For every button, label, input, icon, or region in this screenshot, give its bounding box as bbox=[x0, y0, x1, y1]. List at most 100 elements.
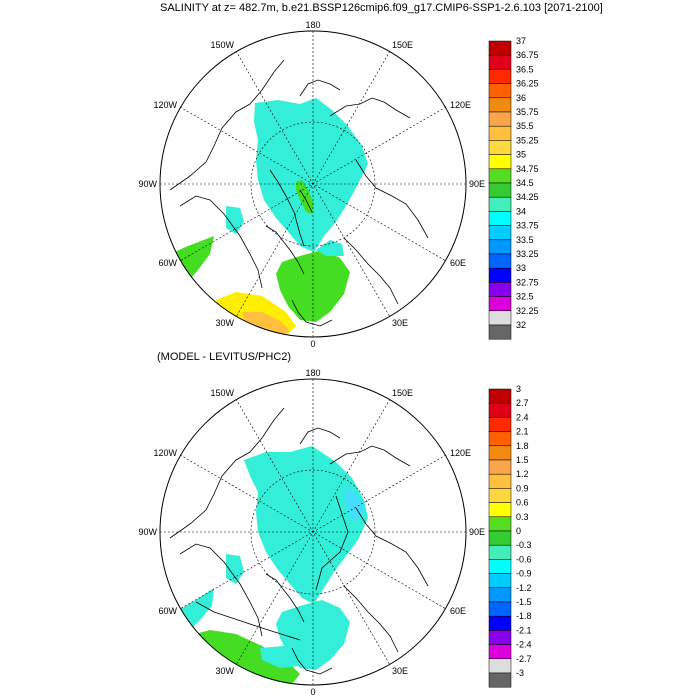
bottom-colorbar-swatch bbox=[488, 658, 512, 674]
top-colorbar-swatch bbox=[488, 296, 512, 312]
top-colorbar-swatch bbox=[488, 83, 512, 99]
bottom-lon-label-120w: 120W bbox=[153, 448, 177, 458]
bottom-colorbar-label: 0.6 bbox=[516, 498, 529, 508]
bottom-lon-label-150w: 150W bbox=[210, 388, 234, 398]
top-baffin-field bbox=[226, 206, 244, 234]
bottom-lon-label-120e: 120E bbox=[450, 448, 471, 458]
top-graticule bbox=[160, 31, 466, 337]
top-lon-label-0: 0 bbox=[310, 339, 315, 349]
bottom-lon-label-90w: 90W bbox=[138, 527, 157, 537]
top-colorbar-label: 33 bbox=[516, 263, 526, 273]
bottom-colorbar-label: 2.1 bbox=[516, 427, 529, 437]
top-coastlines bbox=[169, 59, 429, 327]
top-colorbar-label: 33.25 bbox=[516, 249, 539, 259]
bottom-colorbar-swatch bbox=[488, 488, 512, 503]
bottom-colorbar-swatch bbox=[488, 431, 512, 447]
bottom-colorbar-swatch bbox=[488, 402, 512, 418]
top-colorbar-swatch bbox=[488, 154, 512, 170]
bottom-colorbar-label: -2.4 bbox=[516, 640, 532, 650]
bottom-colorbar-swatch bbox=[488, 672, 512, 688]
bottom-colorbar-swatch bbox=[488, 445, 512, 461]
bottom-colorbar-label: -0.3 bbox=[516, 540, 532, 550]
bottom-lon-label-150e: 150E bbox=[392, 388, 413, 398]
top-lon-label-120e: 120E bbox=[450, 100, 471, 110]
top-colorbar-swatch bbox=[488, 140, 512, 155]
top-map-title: SALINITY at z= 482.7m, b.e21.BSSP126cmip… bbox=[160, 2, 603, 14]
top-lon-label-90w: 90W bbox=[138, 179, 157, 189]
bottom-colorbar-label: -1.5 bbox=[516, 597, 532, 607]
bottom-colorbar-label: -0.6 bbox=[516, 554, 532, 564]
bottom-colorbar-label: 3 bbox=[516, 384, 521, 394]
bottom-colorbar-label: 1.8 bbox=[516, 441, 529, 451]
top-colorbar-swatch bbox=[488, 324, 512, 340]
top-colorbar-swatch bbox=[488, 282, 512, 297]
top-colorbar-label: 37 bbox=[516, 36, 526, 46]
top-longitude-labels: 180 150E 120E 90E 60E 30E 0 30W 60W 90W … bbox=[138, 20, 485, 349]
bottom-colorbar-swatch bbox=[488, 502, 512, 518]
top-colorbar-label: 36.25 bbox=[516, 79, 539, 89]
top-colorbar-swatch bbox=[488, 168, 512, 184]
top-lon-label-180: 180 bbox=[305, 20, 320, 30]
bottom-colorbar-label: 2.7 bbox=[516, 398, 529, 408]
bottom-lon-label-60e: 60E bbox=[450, 606, 466, 616]
bottom-colorbar-label: 1.2 bbox=[516, 469, 529, 479]
bottom-colorbar-swatch bbox=[488, 473, 512, 489]
top-lon-label-150e: 150E bbox=[392, 40, 413, 50]
top-colorbar-swatch bbox=[488, 253, 512, 269]
top-lon-label-150w: 150W bbox=[210, 40, 234, 50]
bottom-colorbar-label: -3 bbox=[516, 668, 524, 678]
top-colorbar-label: 34.25 bbox=[516, 192, 539, 202]
bottom-lon-label-30e: 30E bbox=[392, 666, 408, 676]
top-colorbar-label: 35.5 bbox=[516, 121, 534, 131]
top-polar-map: 180 150E 120E 90E 60E 30E 0 30W 60W 90W … bbox=[138, 20, 485, 349]
bottom-colorbar-swatch bbox=[488, 459, 512, 475]
top-colorbar-label: 34 bbox=[516, 206, 526, 216]
top-basin-green-patch bbox=[296, 180, 314, 214]
bottom-colorbar-swatch bbox=[488, 615, 512, 631]
bottom-arctic-basin-field bbox=[244, 446, 368, 604]
bottom-lon-label-0: 0 bbox=[310, 687, 315, 697]
top-lon-label-120w: 120W bbox=[153, 100, 177, 110]
bottom-baffin-field bbox=[226, 554, 244, 584]
bottom-lon-label-90e: 90E bbox=[469, 527, 485, 537]
bottom-colorbar-swatch bbox=[488, 544, 512, 560]
top-colorbar-swatch bbox=[488, 69, 512, 84]
top-colorbar-swatch bbox=[488, 239, 512, 255]
top-colorbar-label: 33.5 bbox=[516, 235, 534, 245]
bottom-coastlines bbox=[169, 407, 429, 675]
bottom-colorbar-label: 0.9 bbox=[516, 483, 529, 493]
bottom-colorbar-swatch bbox=[488, 530, 512, 546]
bottom-colorbar-swatch bbox=[488, 573, 512, 589]
bottom-colorbar-swatch bbox=[488, 417, 512, 432]
top-colorbar-swatch bbox=[488, 211, 512, 226]
top-colorbar-swatch bbox=[488, 225, 512, 241]
top-colorbar-label: 32.25 bbox=[516, 306, 539, 316]
bottom-lon-label-30w: 30W bbox=[215, 666, 234, 676]
bottom-colorbar-label: 0.3 bbox=[516, 512, 529, 522]
top-lon-label-90e: 90E bbox=[469, 179, 485, 189]
top-lon-label-60w: 60W bbox=[158, 258, 177, 268]
bottom-colorbar-label: -0.9 bbox=[516, 569, 532, 579]
top-colorbar-swatch bbox=[488, 310, 512, 326]
top-colorbar-swatch bbox=[488, 125, 512, 141]
top-colorbar-label: 32 bbox=[516, 320, 526, 330]
bottom-colorbar-swatch bbox=[488, 516, 512, 532]
bottom-map-title: (MODEL - LEVITUS/PHC2) bbox=[157, 351, 292, 363]
top-colorbar-swatch bbox=[488, 40, 512, 56]
bottom-colorbar-label: 1.5 bbox=[516, 455, 529, 465]
top-colorbar-label: 36 bbox=[516, 93, 526, 103]
top-colorbar-label: 32.5 bbox=[516, 292, 534, 302]
top-colorbar-swatch bbox=[488, 267, 512, 283]
bottom-lon-label-60w: 60W bbox=[158, 606, 177, 616]
bottom-polar-map: 180 150E 120E 90E 60E 30E 0 30W 60W 90W … bbox=[138, 368, 485, 697]
top-colorbar-label: 36.75 bbox=[516, 50, 539, 60]
top-colorbar-swatch bbox=[488, 111, 512, 127]
top-colorbar-label: 33.75 bbox=[516, 221, 539, 231]
bottom-atlantic-cyan-field bbox=[260, 646, 306, 668]
bottom-colorbar-label: -2.7 bbox=[516, 654, 532, 664]
top-colorbar-swatch bbox=[488, 182, 512, 198]
top-colorbar-label: 34.75 bbox=[516, 164, 539, 174]
top-colorbar-label: 35.75 bbox=[516, 107, 539, 117]
top-lon-label-60e: 60E bbox=[450, 258, 466, 268]
top-lon-label-30e: 30E bbox=[392, 318, 408, 328]
